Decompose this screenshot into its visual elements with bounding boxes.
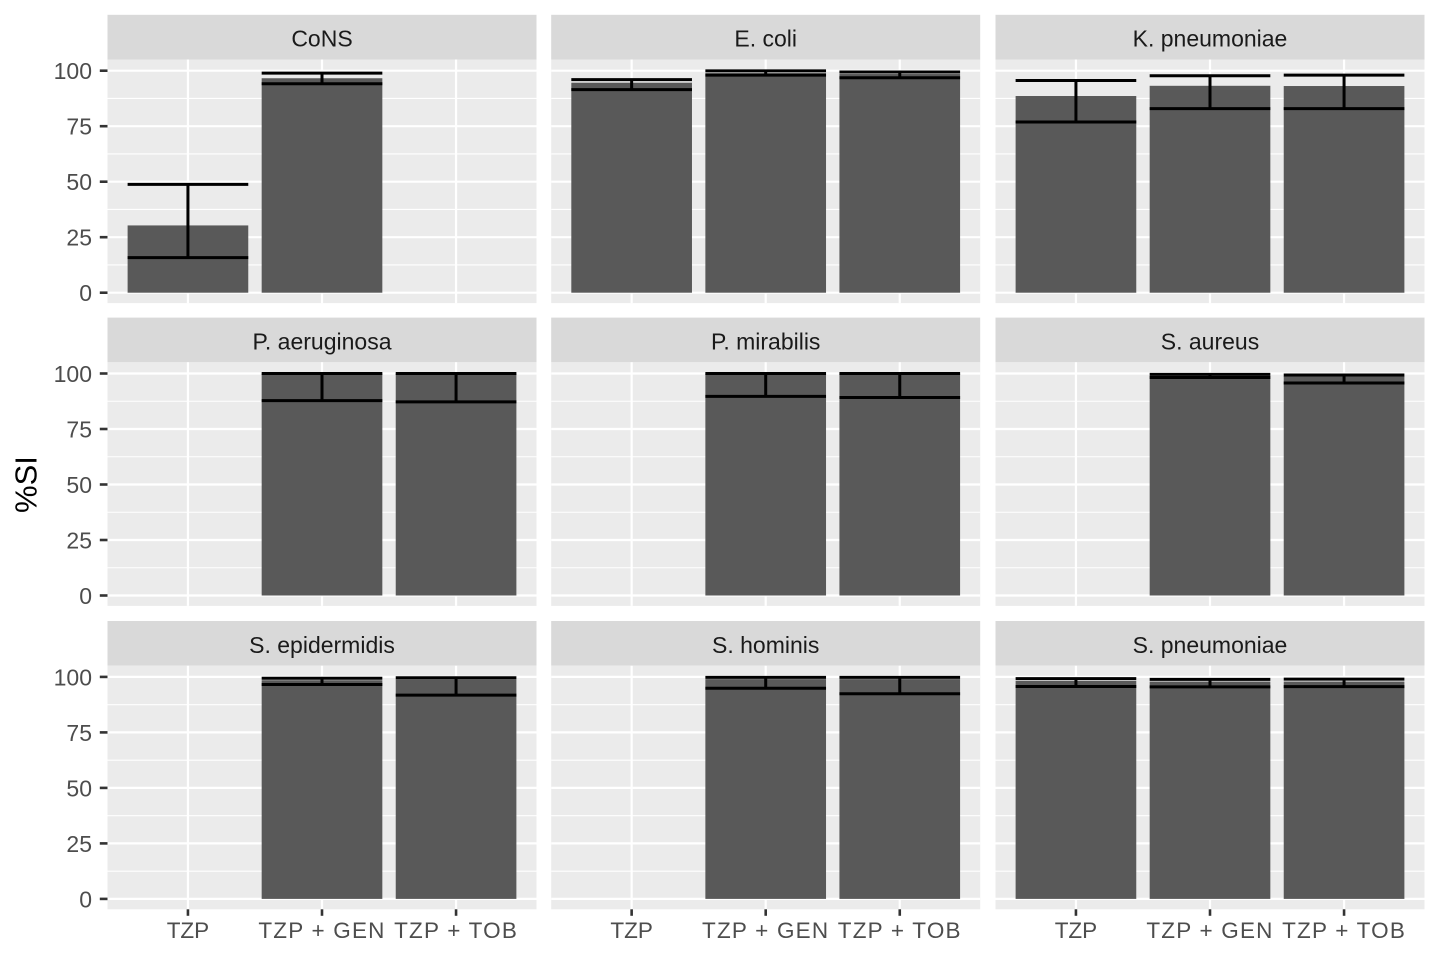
svg-text:100: 100 bbox=[54, 664, 92, 690]
svg-text:25: 25 bbox=[66, 225, 92, 251]
svg-text:0: 0 bbox=[79, 886, 92, 912]
svg-text:TZP + GEN: TZP + GEN bbox=[1146, 918, 1273, 943]
svg-text:75: 75 bbox=[66, 114, 92, 140]
svg-text:TZP + TOB: TZP + TOB bbox=[394, 918, 518, 943]
svg-text:50: 50 bbox=[66, 472, 92, 498]
svg-text:S. epidermidis: S. epidermidis bbox=[249, 632, 395, 658]
svg-text:75: 75 bbox=[66, 416, 92, 442]
svg-text:TZP + GEN: TZP + GEN bbox=[258, 918, 385, 943]
svg-text:25: 25 bbox=[66, 527, 92, 553]
svg-text:TZP: TZP bbox=[1055, 918, 1098, 943]
svg-text:TZP + TOB: TZP + TOB bbox=[1282, 918, 1406, 943]
svg-text:S. aureus: S. aureus bbox=[1161, 328, 1259, 354]
svg-text:100: 100 bbox=[54, 58, 92, 84]
svg-text:S. hominis: S. hominis bbox=[712, 632, 819, 658]
svg-text:75: 75 bbox=[66, 720, 92, 746]
svg-text:0: 0 bbox=[79, 583, 92, 609]
svg-text:0: 0 bbox=[79, 280, 92, 306]
svg-text:P. mirabilis: P. mirabilis bbox=[711, 328, 821, 354]
svg-text:100: 100 bbox=[54, 361, 92, 387]
svg-text:CoNS: CoNS bbox=[291, 26, 352, 52]
svg-text:K. pneumoniae: K. pneumoniae bbox=[1133, 26, 1288, 52]
svg-text:50: 50 bbox=[66, 775, 92, 801]
svg-text:TZP: TZP bbox=[610, 918, 653, 943]
svg-text:TZP + TOB: TZP + TOB bbox=[838, 918, 962, 943]
svg-text:50: 50 bbox=[66, 169, 92, 195]
svg-text:%SI: %SI bbox=[9, 456, 44, 513]
svg-text:P. aeruginosa: P. aeruginosa bbox=[253, 328, 392, 354]
svg-text:25: 25 bbox=[66, 831, 92, 857]
svg-text:TZP + GEN: TZP + GEN bbox=[702, 918, 829, 943]
svg-text:S. pneumoniae: S. pneumoniae bbox=[1133, 632, 1288, 658]
svg-text:TZP: TZP bbox=[167, 918, 210, 943]
svg-text:E. coli: E. coli bbox=[734, 26, 797, 52]
